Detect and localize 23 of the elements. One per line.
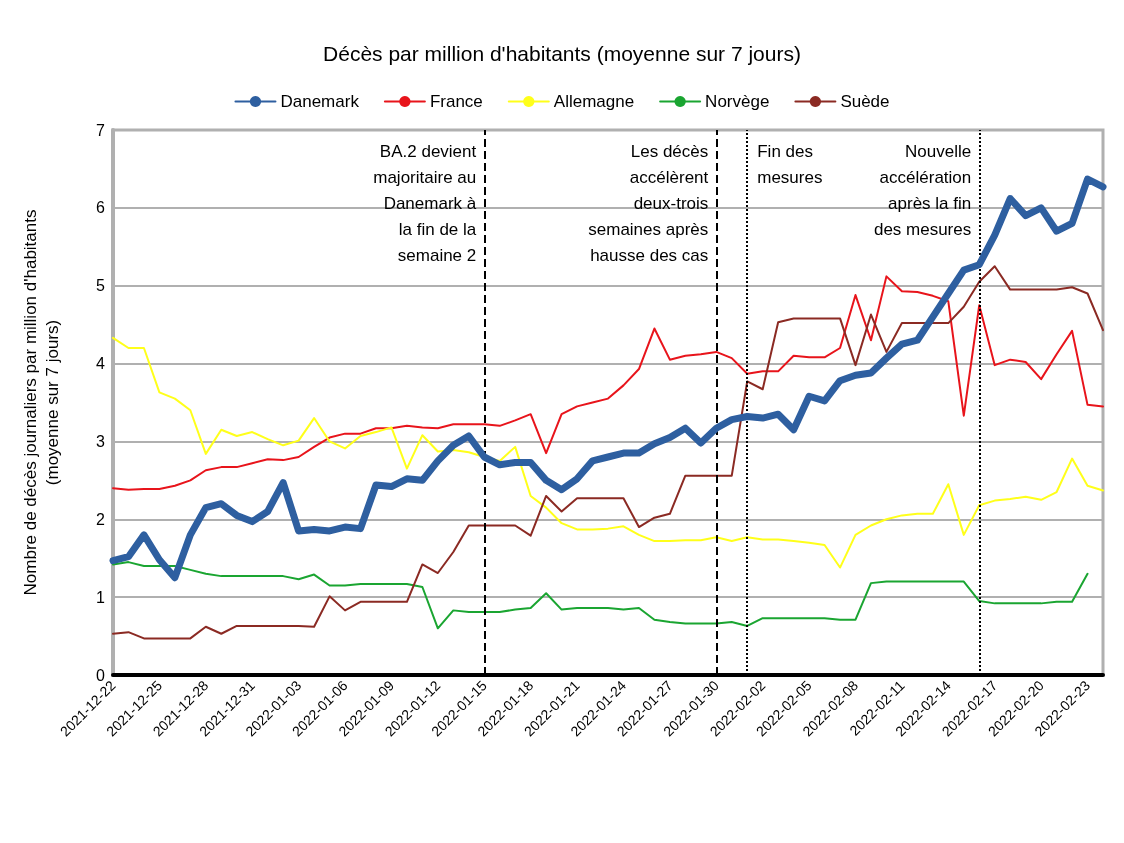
y-tick-label: 3 [96, 432, 106, 450]
legend-label: France [429, 92, 483, 111]
line-series [112, 275, 1104, 491]
line-series [112, 561, 1089, 630]
y-tick-label: 1 [96, 588, 106, 606]
legend-label: Suède [840, 92, 890, 111]
line-series [112, 265, 1104, 640]
chart-title: Décès par million d'habitants (moyenne sur 7 jours) [323, 42, 801, 65]
line-series [112, 336, 1104, 569]
y-axis-title: Nombre de décès journaliers par million d'habitants (moyenne sur 7 jours) [20, 209, 62, 596]
y-tick-label: 7 [96, 121, 106, 139]
legend-label: Norvège [705, 92, 770, 111]
ref-line-label: Fin des mesures [757, 141, 823, 187]
ref-line-label: Nouvelle accélération après la fin des mesures [873, 141, 972, 239]
y-tick-label: 4 [96, 355, 106, 373]
legend-label: Danemark [280, 92, 360, 111]
y-tick-label: 2 [96, 510, 106, 528]
y-tick-label: 6 [96, 199, 106, 217]
y-tick-label: 5 [96, 277, 106, 295]
y-tick-label: 0 [96, 666, 106, 684]
legend-label: Allemagne [553, 92, 635, 111]
ref-line-label: Les décès accélèrent deux-trois semaines après hausse des cas [588, 141, 709, 265]
ref-line-label: BA.2 devient majoritaire au Danemark à la fin de la semaine 2 [373, 141, 477, 265]
